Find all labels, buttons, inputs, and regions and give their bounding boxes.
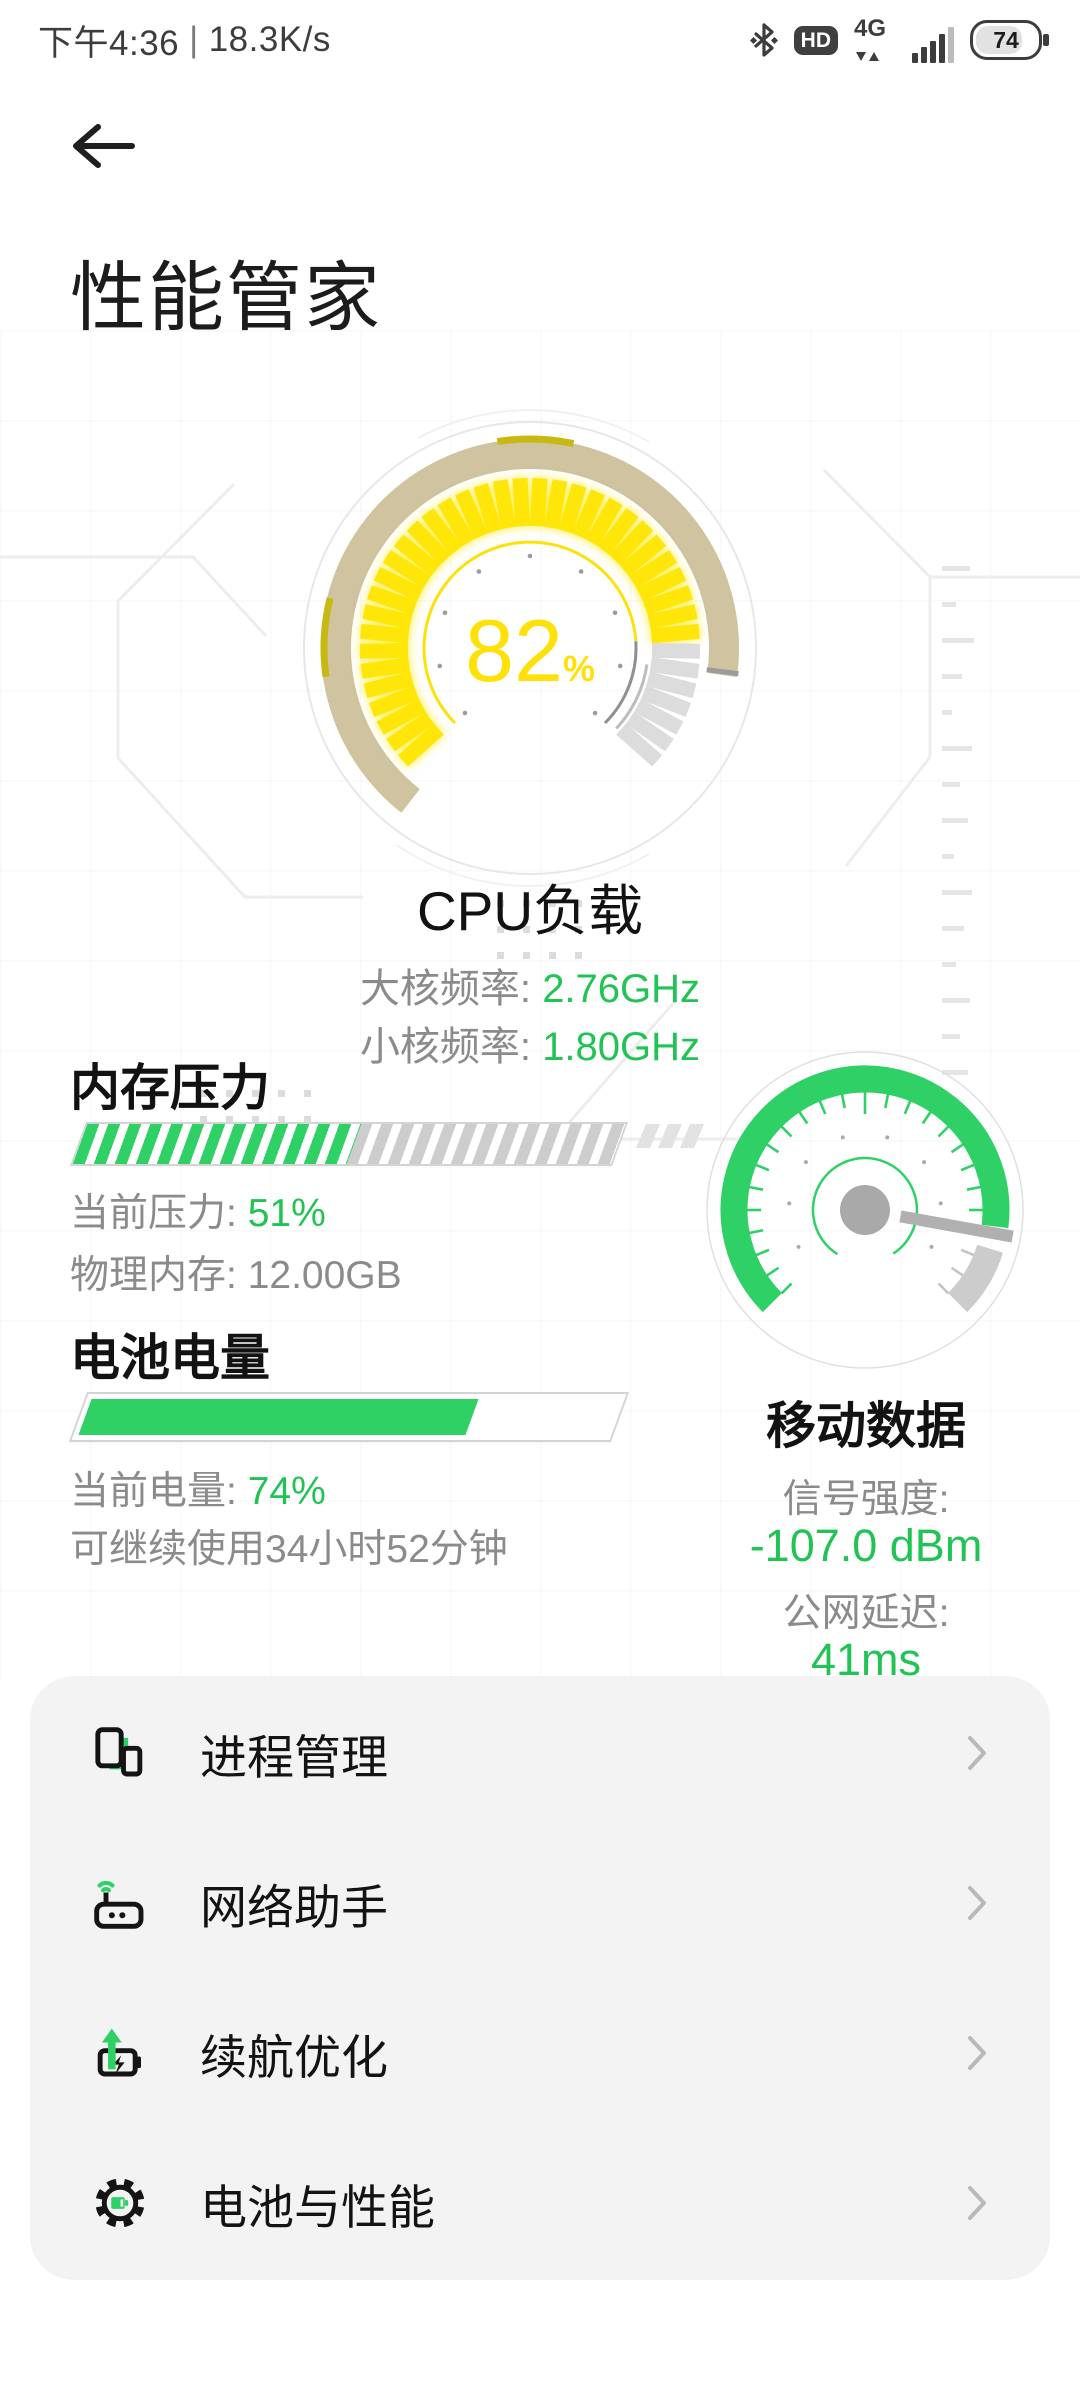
cpu-section-title: CPU负载 — [416, 880, 644, 942]
battery-level-value: 74% — [247, 1470, 326, 1513]
cellular-signal-icon: 4G — [854, 15, 954, 63]
menu-item-label: 续航优化 — [200, 2030, 388, 2084]
hd-volte-icon: HD — [793, 25, 838, 55]
battery-percent-text: 74 — [993, 26, 1019, 53]
latency-label: 公网延迟: — [782, 1592, 950, 1635]
menu-item-label: 电池与性能 — [200, 2180, 435, 2234]
clock-text: 下午4:36 — [38, 23, 180, 63]
battery-nub — [1043, 34, 1049, 46]
tools-menu-card: 进程管理 网络助手 — [30, 1676, 1050, 2280]
signal-bars — [912, 27, 954, 63]
physical-memory-value: 12.00GB — [247, 1254, 402, 1297]
memory-pressure-bar — [69, 1122, 629, 1166]
menu-item-battery-saver[interactable]: 续航优化 — [30, 1978, 1050, 2128]
memory-bar-fill — [72, 1124, 362, 1164]
big-core-frequency-row: 大核频率: 2.76GHz — [0, 956, 1060, 1014]
menu-item-process-management[interactable]: 进程管理 — [30, 1678, 1050, 1828]
status-left: 下午4:36 | 18.3K/s — [38, 15, 331, 66]
small-core-frequency-row: 小核频率: 1.80GHz — [0, 1014, 1060, 1072]
menu-item-battery-performance[interactable]: 电池与性能 — [30, 2128, 1050, 2278]
memory-pressure-label: 当前压力: — [70, 1192, 237, 1235]
battery-level-bar — [68, 1392, 630, 1442]
battery-fill-level — [976, 26, 1023, 54]
cpu-load-percent-sign: % — [562, 648, 595, 689]
cpu-load-readout: 82% — [280, 600, 780, 702]
network-router-icon — [94, 1880, 144, 1929]
page-title: 性能管家 — [70, 256, 382, 341]
battery-level-row: 当前电量: 74% — [70, 1460, 326, 1516]
memory-pressure-row: 当前压力: 51% — [70, 1182, 326, 1238]
big-core-label: 大核频率: — [359, 967, 532, 1011]
chevron-right-icon — [968, 1736, 986, 1770]
battery-section-title: 电池电量 — [70, 1330, 270, 1386]
status-bar: 下午4:36 | 18.3K/s HD 4G 74 — [0, 14, 1080, 66]
process-windows-icon — [95, 1727, 143, 1777]
battery-boost-icon — [97, 2028, 141, 2077]
battery-gear-icon — [95, 2178, 145, 2228]
menu-item-label: 进程管理 — [200, 1730, 388, 1784]
background-grid — [0, 330, 1080, 1680]
big-core-value: 2.76GHz — [542, 967, 701, 1011]
physical-memory-label: 物理内存: — [70, 1254, 237, 1297]
data-activity-arrows — [856, 52, 879, 61]
mobile-data-gauge — [706, 1051, 1024, 1369]
data-readout-dashes — [942, 566, 974, 1111]
cpu-load-gauge — [303, 409, 757, 887]
menu-item-label: 网络助手 — [200, 1880, 388, 1934]
status-right: HD 4G 74 — [749, 15, 1049, 63]
battery-remaining-text: 可继续使用34小时52分钟 — [70, 1528, 508, 1571]
status-divider: | — [189, 20, 199, 59]
battery-status-icon: 74 — [970, 20, 1049, 60]
battery-bar-fill — [78, 1399, 479, 1435]
mobile-data-title: 移动数据 — [766, 1398, 966, 1454]
back-arrow-button[interactable] — [66, 118, 138, 174]
memory-pressure-value: 51% — [247, 1192, 326, 1235]
small-core-value: 1.80GHz — [542, 1025, 701, 1069]
network-speed-text: 18.3K/s — [208, 20, 331, 59]
physical-memory-row: 物理内存: 12.00GB — [70, 1244, 402, 1300]
memory-section-title: 内存压力 — [70, 1060, 270, 1116]
chevron-right-icon — [968, 1886, 986, 1920]
chevron-right-icon — [968, 2186, 986, 2220]
arrow-slashes — [636, 1124, 704, 1148]
cpu-load-value: 82 — [465, 601, 563, 700]
chevron-right-icon — [968, 2036, 986, 2070]
network-type-label: 4G — [854, 15, 887, 42]
signal-strength-label: 信号强度: — [782, 1478, 950, 1521]
menu-item-network-assistant[interactable]: 网络助手 — [30, 1828, 1050, 1978]
bluetooth-icon — [749, 23, 778, 57]
battery-level-label: 当前电量: — [70, 1470, 237, 1513]
small-core-label: 小核频率: — [359, 1025, 532, 1069]
signal-strength-value: -107.0 dBm — [749, 1520, 983, 1571]
dot-grid-decoration — [200, 900, 582, 1149]
